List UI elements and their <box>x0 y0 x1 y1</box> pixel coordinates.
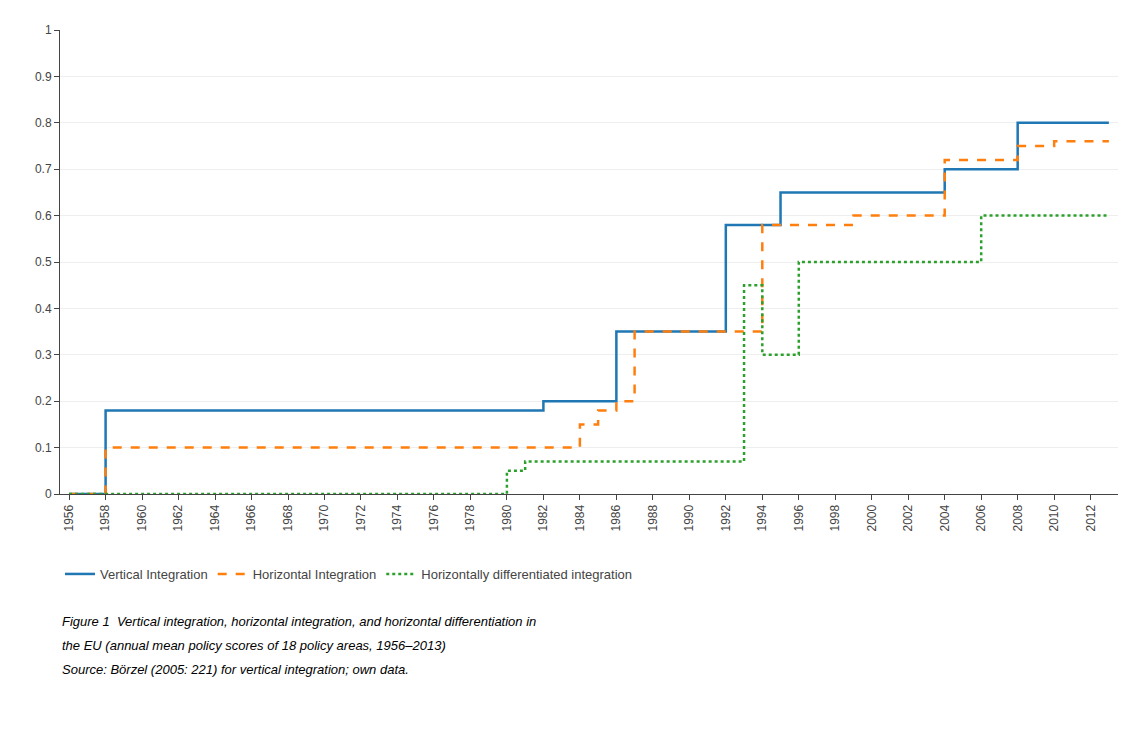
svg-text:0.1: 0.1 <box>35 441 52 455</box>
svg-text:1964: 1964 <box>208 504 222 531</box>
svg-text:1996: 1996 <box>792 504 806 531</box>
svg-text:1990: 1990 <box>682 504 696 531</box>
svg-text:1986: 1986 <box>609 504 623 531</box>
svg-text:0.7: 0.7 <box>35 162 52 176</box>
svg-text:1962: 1962 <box>171 504 185 531</box>
svg-text:Horizontally differentiated in: Horizontally differentiated integration <box>421 567 632 582</box>
svg-text:0: 0 <box>45 487 52 501</box>
svg-text:0.5: 0.5 <box>35 255 52 269</box>
svg-text:0.8: 0.8 <box>35 116 52 130</box>
svg-text:1974: 1974 <box>390 504 404 531</box>
svg-text:2006: 2006 <box>974 504 988 531</box>
svg-text:2008: 2008 <box>1011 504 1025 531</box>
svg-text:1960: 1960 <box>135 504 149 531</box>
svg-text:1988: 1988 <box>646 504 660 531</box>
svg-text:Source: Börzel (2005: 221) for: Source: Börzel (2005: 221) for vertical … <box>62 662 409 677</box>
svg-text:2012: 2012 <box>1084 504 1098 531</box>
svg-text:0.6: 0.6 <box>35 209 52 223</box>
svg-text:2010: 2010 <box>1047 504 1061 531</box>
svg-text:1978: 1978 <box>463 504 477 531</box>
svg-text:2000: 2000 <box>865 504 879 531</box>
svg-text:0.4: 0.4 <box>35 302 52 316</box>
svg-text:Figure 1 Vertical integration: Figure 1 Vertical integration, horizonta… <box>62 614 536 629</box>
svg-text:0.3: 0.3 <box>35 348 52 362</box>
svg-text:1994: 1994 <box>755 504 769 531</box>
svg-text:1982: 1982 <box>536 504 550 531</box>
svg-text:1956: 1956 <box>62 504 76 531</box>
svg-text:1984: 1984 <box>573 504 587 531</box>
svg-text:2002: 2002 <box>901 504 915 531</box>
svg-text:Vertical Integration: Vertical Integration <box>100 567 208 582</box>
svg-text:the EU (annual mean policy sco: the EU (annual mean policy scores of 18 … <box>62 638 446 653</box>
svg-text:0.2: 0.2 <box>35 394 52 408</box>
svg-text:1958: 1958 <box>99 504 113 531</box>
svg-text:1976: 1976 <box>427 504 441 531</box>
svg-text:Horizontal Integration: Horizontal Integration <box>253 567 377 582</box>
svg-text:1992: 1992 <box>719 504 733 531</box>
svg-text:1998: 1998 <box>828 504 842 531</box>
svg-text:1968: 1968 <box>281 504 295 531</box>
svg-text:1970: 1970 <box>317 504 331 531</box>
svg-text:1966: 1966 <box>244 504 258 531</box>
svg-text:1972: 1972 <box>354 504 368 531</box>
svg-text:0.9: 0.9 <box>35 70 52 84</box>
svg-text:2004: 2004 <box>938 504 952 531</box>
svg-text:1: 1 <box>45 23 52 37</box>
svg-text:1980: 1980 <box>500 504 514 531</box>
